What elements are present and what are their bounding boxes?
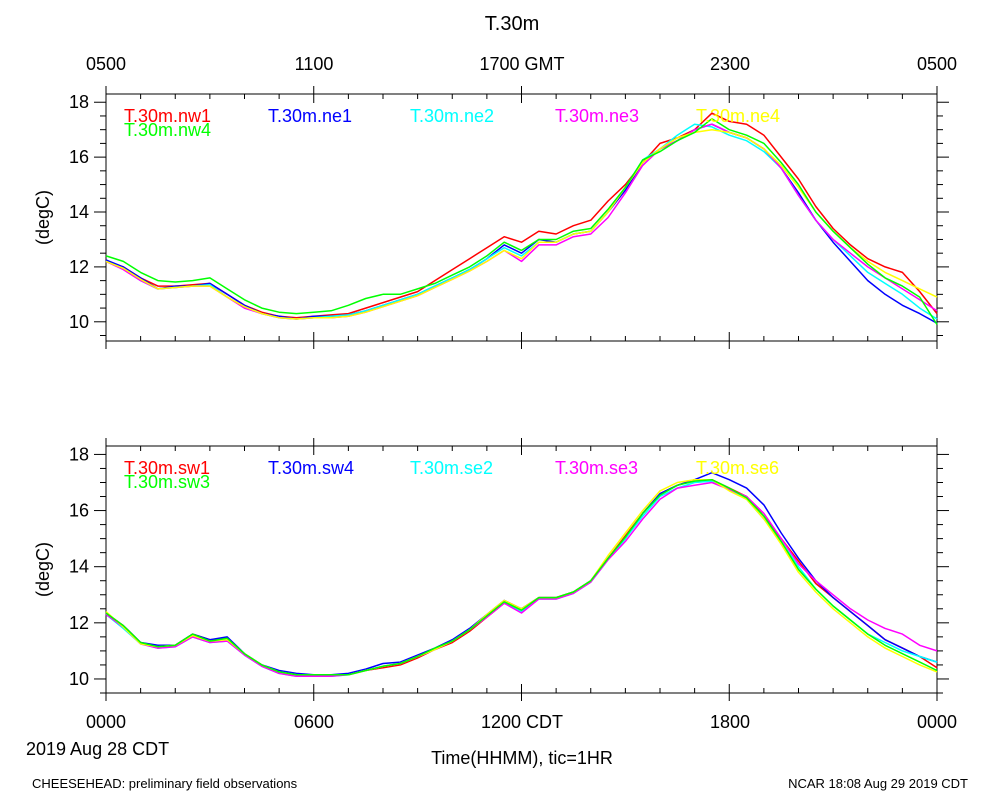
y-tick-label: 14: [69, 202, 89, 222]
legend-entry: T.30m.ne2: [410, 106, 494, 126]
y-tick-label: 12: [69, 257, 89, 277]
footer-right: NCAR 18:08 Aug 29 2019 CDT: [788, 776, 968, 791]
bottom-time-label: 0000: [917, 712, 957, 732]
series-line-T.30m.ne3: [105, 123, 938, 320]
legend-entry: T.30m.nw1: [124, 106, 211, 126]
top-time-label: 1100: [295, 54, 334, 74]
top-time-label: 0500: [86, 54, 126, 74]
legend-entry: T.30m.se2: [410, 458, 493, 478]
legend-entry: T.30m.se3: [555, 458, 638, 478]
y-tick-label: 18: [69, 92, 89, 112]
legend-entry: T.30m.ne1: [268, 106, 352, 126]
x-axis-title: Time(HHMM), tic=1HR: [431, 748, 613, 768]
legend-entry: T.30m.sw3: [124, 472, 210, 492]
y-tick-label: 18: [69, 444, 89, 464]
bottom-time-label: 0600: [294, 712, 334, 732]
legend-entry: T.30m.ne3: [555, 106, 639, 126]
footer-left: CHEESEHEAD: preliminary field observatio…: [32, 776, 298, 791]
chart-panel: 10 12 14 16 18 (degC) T.30m.sw1 T.30m.sw4 T.30m.…: [33, 438, 949, 701]
plot-frame: [105, 93, 938, 342]
chart-panels: 10 12 14 16 18 (degC) T.30m.nw1 T.30m.ne1 T.30m.…: [33, 86, 949, 701]
series-line-T.30m.se3: [105, 481, 938, 677]
legend-entry: T.30m.ne4: [696, 106, 780, 126]
y-axis-label: (degC): [33, 190, 53, 245]
series-line-T.30m.ne2: [105, 123, 938, 320]
series-line-T.30m.ne4: [105, 128, 938, 320]
y-tick-label: 10: [69, 669, 89, 689]
plot-frame: [105, 445, 938, 694]
y-tick-label: 10: [69, 312, 89, 332]
top-time-label: 2300: [710, 54, 750, 74]
legend-entry: T.30m.se6: [696, 458, 779, 478]
date-label: 2019 Aug 28 CDT: [26, 739, 169, 759]
series-line-T.30m.ne1: [105, 123, 938, 324]
y-tick-label: 12: [69, 613, 89, 633]
top-time-label: 0500: [917, 54, 957, 74]
y-axis-label: (degC): [33, 542, 53, 597]
series-line-T.30m.sw3: [105, 478, 938, 676]
chart-panel: 10 12 14 16 18 (degC) T.30m.nw1 T.30m.ne1 T.30m.…: [33, 86, 949, 349]
figure-title: T.30m: [485, 13, 539, 35]
y-tick-label: 16: [69, 501, 89, 521]
y-tick-label: 16: [69, 147, 89, 167]
y-tick-label: 14: [69, 557, 89, 577]
legend-entry: T.30m.sw4: [268, 458, 354, 478]
series-line-T.30m.nw4: [105, 117, 938, 325]
legend-entry: T.30m.sw1: [124, 458, 210, 478]
top-time-label: 1700 GMT: [479, 54, 564, 74]
legend-entry: T.30m.nw4: [124, 120, 211, 140]
bottom-time-label: 0000: [86, 712, 126, 732]
bottom-time-label: 1200 CDT: [481, 712, 563, 732]
bottom-time-label: 1800: [710, 712, 750, 732]
